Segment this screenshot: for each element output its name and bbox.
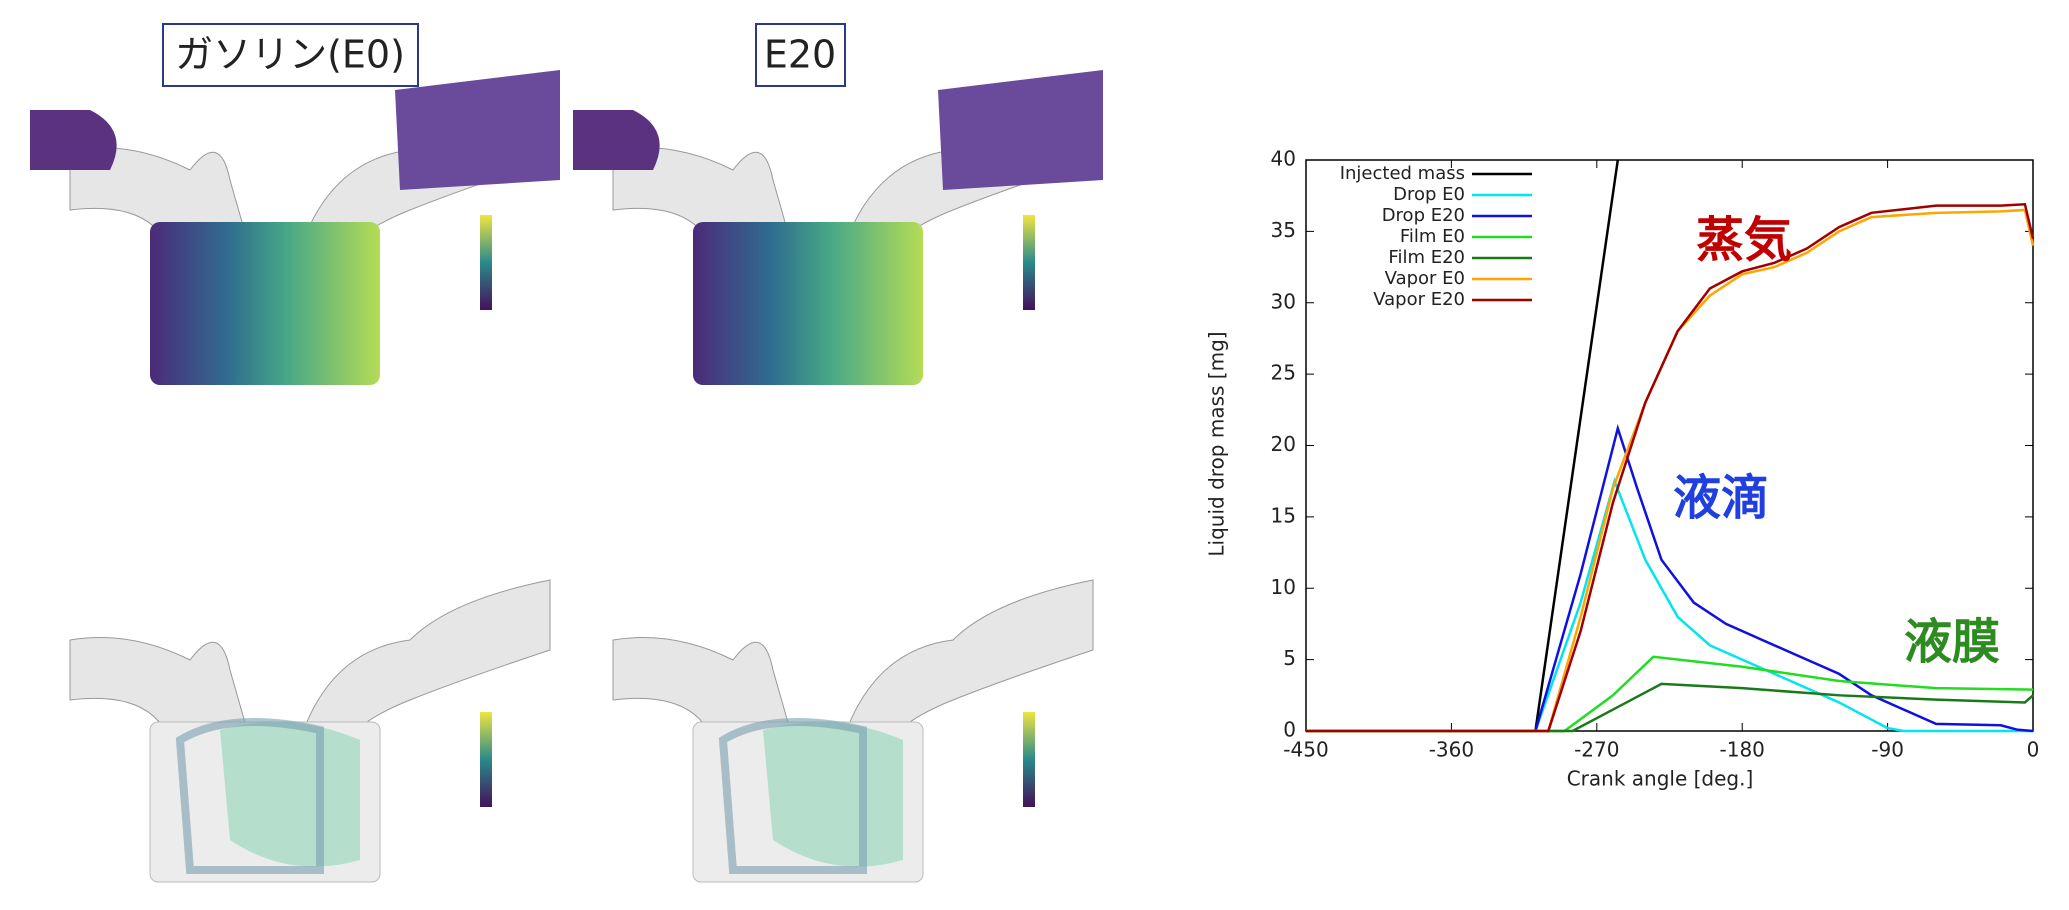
panel-label: E20 bbox=[764, 33, 836, 77]
line-series bbox=[1306, 655, 2034, 733]
render-bottom-e0 bbox=[69, 579, 551, 883]
line-series bbox=[1306, 682, 2034, 733]
render-top-e20 bbox=[573, 70, 1103, 385]
x-tick-label: -90 bbox=[1871, 738, 1904, 762]
legend-label: Injected mass bbox=[1340, 163, 1465, 184]
annotation: 液滴 bbox=[1673, 470, 1769, 526]
label-box bbox=[162, 23, 419, 87]
annotation: 蒸気 bbox=[1696, 212, 1792, 268]
annotation: 液膜 bbox=[1904, 614, 2000, 670]
render-bottom-e20 bbox=[612, 579, 1094, 883]
line-series bbox=[1306, 477, 2033, 733]
line-series bbox=[1306, 423, 2034, 733]
x-tick-label: -270 bbox=[1574, 738, 1619, 762]
y-tick-label: 35 bbox=[1271, 218, 1296, 242]
label-box bbox=[755, 23, 846, 87]
y-axis-label: Liquid drop mass [mg] bbox=[1205, 331, 1229, 556]
line-series bbox=[1306, 208, 2035, 733]
x-tick-label: -360 bbox=[1429, 738, 1474, 762]
legend-label: Drop E20 bbox=[1382, 205, 1465, 226]
legend-label: Vapor E20 bbox=[1373, 289, 1465, 310]
render-top-e0 bbox=[30, 70, 560, 385]
y-tick-label: 20 bbox=[1271, 432, 1296, 456]
legend-label: Drop E0 bbox=[1393, 184, 1465, 205]
y-tick-label: 0 bbox=[1283, 718, 1296, 742]
x-axis-label: Crank angle [deg.] bbox=[1567, 767, 1754, 791]
legend-label: Vapor E0 bbox=[1385, 268, 1465, 289]
x-tick-label: 0 bbox=[2027, 738, 2040, 762]
y-tick-label: 30 bbox=[1271, 289, 1296, 313]
y-tick-label: 5 bbox=[1283, 646, 1296, 670]
x-tick-label: -180 bbox=[1720, 738, 1765, 762]
y-tick-label: 10 bbox=[1271, 575, 1296, 599]
x-tick-label: -450 bbox=[1283, 738, 1328, 762]
legend-label: Film E0 bbox=[1400, 226, 1465, 247]
panel-label: ガソリン(E0) bbox=[175, 33, 405, 77]
y-tick-label: 40 bbox=[1271, 147, 1296, 171]
line-series bbox=[1306, 202, 2035, 733]
legend-label: Film E20 bbox=[1388, 247, 1465, 268]
y-tick-label: 25 bbox=[1271, 361, 1296, 385]
y-tick-label: 15 bbox=[1271, 503, 1296, 527]
